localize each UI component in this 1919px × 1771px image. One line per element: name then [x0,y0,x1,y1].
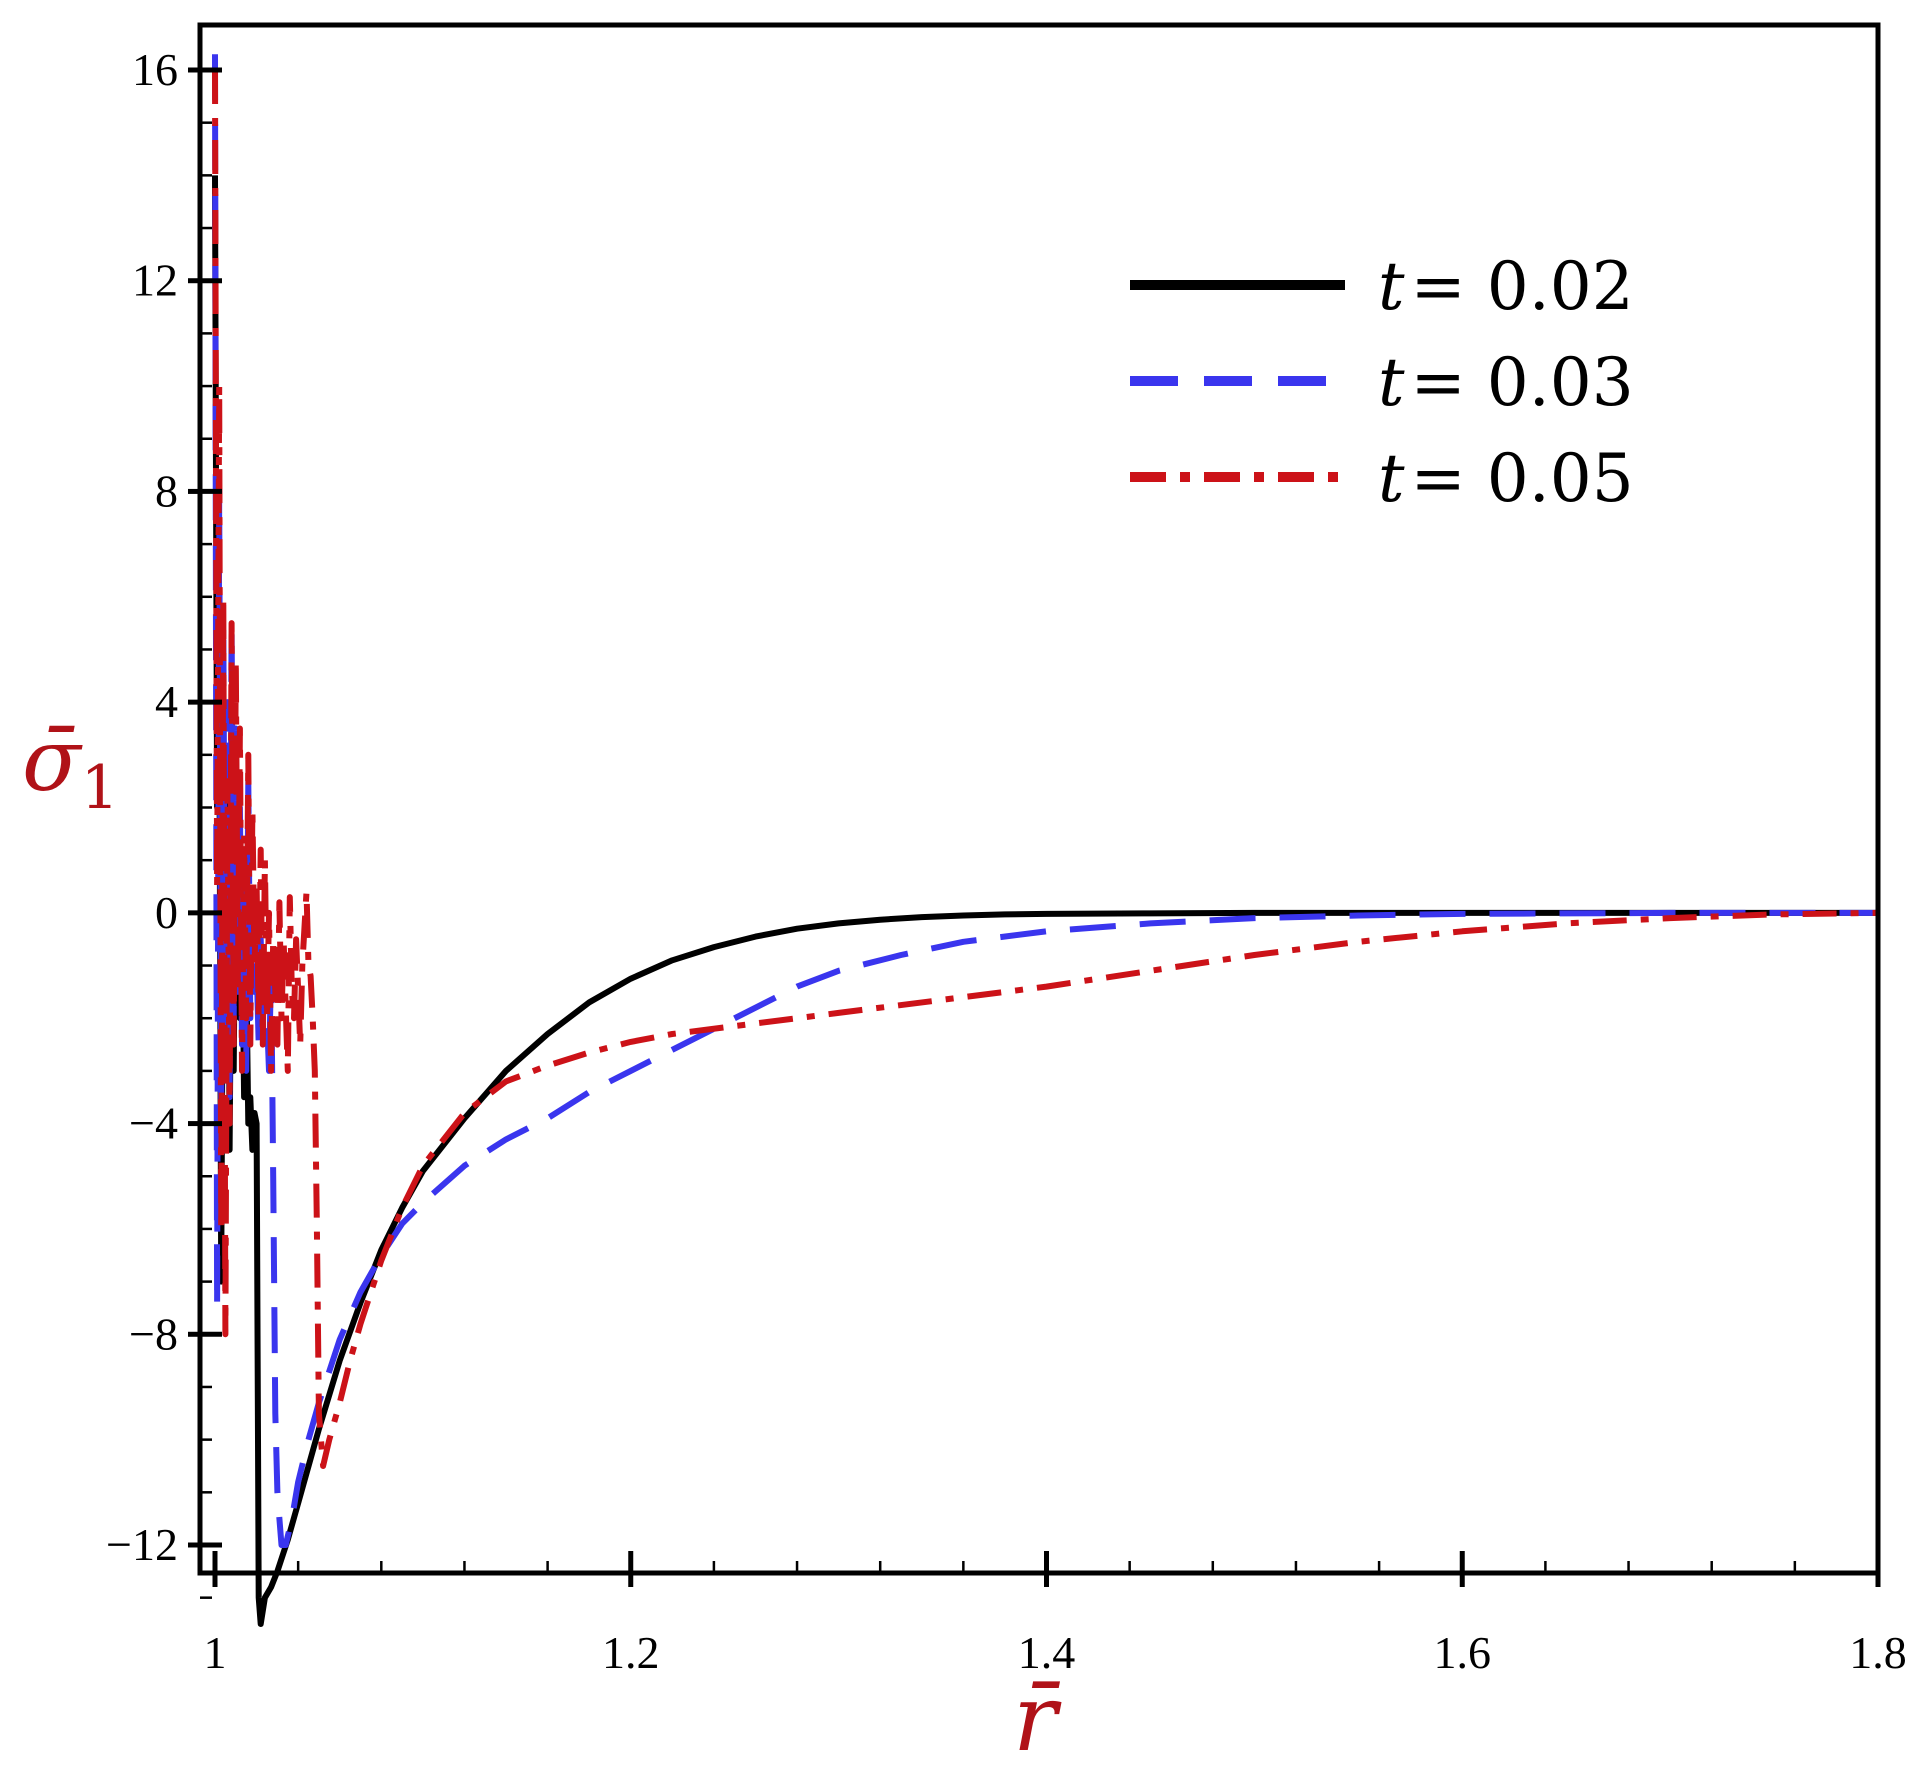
x-axis-label: r̄ [1013,1665,1062,1771]
y-axis-label-subscript: 1 [81,753,119,823]
plot-area: −12 −8 −4 0 4 8 12 16 1 1.2 1.4 1.6 1.8 [106,22,1907,1678]
curves-group [212,54,1879,1627]
legend-value: = 0.02 [1411,248,1634,325]
y-tick-label: 12 [132,255,178,306]
series-line-2 [212,69,1879,1469]
y-tick-label: 0 [155,887,178,938]
legend-value: = 0.03 [1411,344,1634,421]
legend-value: = 0.05 [1411,440,1634,517]
legend-variable: t [1378,248,1405,325]
x-tick-label: 1.8 [1849,1627,1907,1678]
x-tick-label: 1.6 [1434,1627,1492,1678]
minor-ticks [200,67,1881,1599]
x-tick-label: 1.2 [602,1627,660,1678]
legend-label-1: t= 0.03 [1378,344,1634,421]
y-tick-label: 16 [132,44,178,95]
legend-label-0: t= 0.02 [1378,248,1634,325]
x-tick-label: 1.4 [1018,1627,1076,1678]
y-axis-label-symbol: σ̄ [22,711,83,811]
x-axis: 1 1.2 1.4 1.6 1.8 [204,1573,1907,1678]
y-tick-label: −4 [129,1098,178,1149]
y-axis-label: σ̄1 [22,711,119,823]
y-tick-label: 4 [155,676,178,727]
legend-label-2: t= 0.05 [1378,440,1634,517]
legend-variable: t [1378,440,1405,517]
legend: t= 0.02t= 0.03t= 0.05 [1130,248,1634,517]
y-tick-label: −8 [129,1308,178,1359]
y-axis: −12 −8 −4 0 4 8 12 16 [106,44,200,1570]
x-tick-label: 1 [204,1627,227,1678]
plot-frame [197,22,1881,1576]
y-tick-label: −12 [106,1519,178,1570]
y-tick-label: 8 [155,465,178,516]
legend-variable: t [1378,344,1405,421]
